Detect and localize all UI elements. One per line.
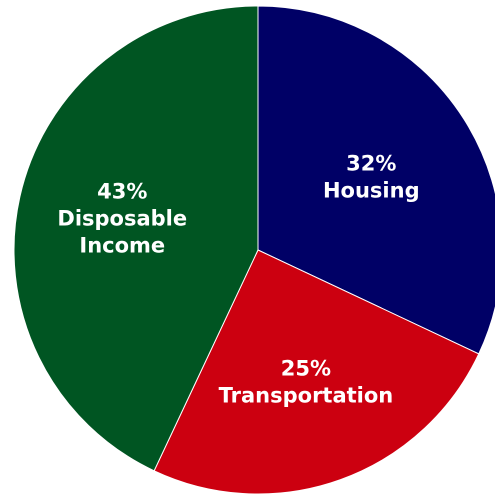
slice-category-label: Housing: [323, 179, 420, 203]
slice-label-transportation: 25% Transportation: [219, 357, 394, 408]
pie-slice-housing: [257, 5, 495, 355]
slice-category-label: Disposable: [57, 207, 187, 231]
pie-slice-disposable-income: [13, 5, 259, 472]
slice-category-label: Transportation: [219, 384, 394, 408]
slice-label-disposable-income: 43% Disposable Income: [57, 180, 187, 258]
slice-value-label: 25%: [281, 357, 331, 381]
slice-category-label: Income: [79, 234, 165, 258]
pie-slice-transportation: [153, 249, 480, 495]
pie-slices: [13, 5, 495, 495]
slice-value-label: 32%: [346, 152, 396, 176]
slice-value-label: 43%: [97, 180, 147, 204]
slice-label-housing: 32% Housing: [323, 152, 420, 203]
pie-labels: 32% Housing 25% Transportation 43% Disposable…: [57, 152, 419, 408]
